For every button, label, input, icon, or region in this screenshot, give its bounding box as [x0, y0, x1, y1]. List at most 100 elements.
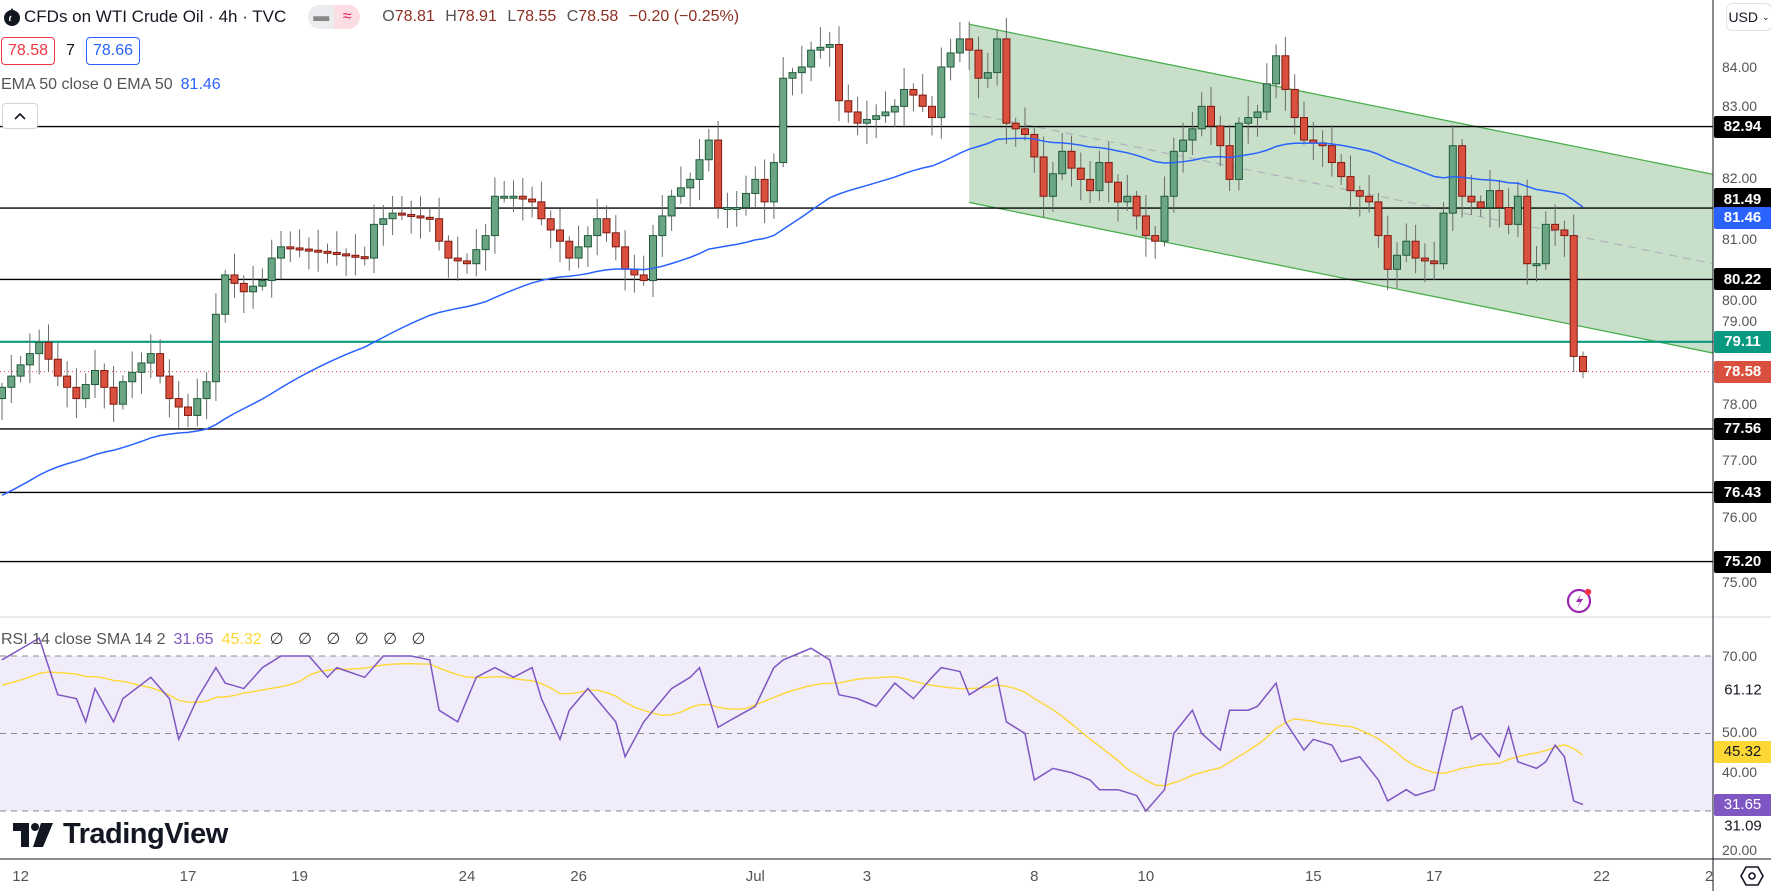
candle-up[interactable]	[1188, 128, 1197, 141]
candle-down[interactable]	[1281, 55, 1290, 90]
candle-down[interactable]	[1569, 235, 1578, 357]
candle-down[interactable]	[165, 375, 174, 400]
candle-down[interactable]	[546, 218, 555, 231]
candle-down[interactable]	[844, 100, 853, 113]
candle-down[interactable]	[435, 218, 444, 242]
candle-down[interactable]	[174, 398, 183, 408]
candle-down[interactable]	[407, 214, 416, 218]
candle-up[interactable]	[1439, 212, 1448, 265]
candle-down[interactable]	[1030, 133, 1039, 158]
candle-up[interactable]	[490, 195, 499, 237]
candle-down[interactable]	[1011, 122, 1020, 130]
candle-up[interactable]	[211, 313, 220, 383]
lightning-alert-icon[interactable]	[1565, 585, 1595, 615]
candle-down[interactable]	[351, 254, 360, 258]
candle-down[interactable]	[63, 375, 72, 388]
candle-up[interactable]	[1169, 150, 1178, 197]
candle-down[interactable]	[528, 198, 537, 203]
candle-down[interactable]	[602, 218, 611, 234]
candle-up[interactable]	[807, 49, 816, 68]
candle-down[interactable]	[909, 88, 918, 96]
candle-down[interactable]	[342, 253, 351, 257]
candle-up[interactable]	[797, 66, 806, 74]
candle-up[interactable]	[1448, 145, 1457, 214]
candle-down[interactable]	[1225, 145, 1234, 180]
candle-up[interactable]	[779, 77, 788, 164]
candle-down[interactable]	[556, 229, 564, 242]
candle-up[interactable]	[1095, 162, 1104, 192]
candle-up[interactable]	[900, 88, 909, 107]
candle-down[interactable]	[1560, 229, 1569, 237]
candle-down[interactable]	[1374, 201, 1383, 237]
candle-up[interactable]	[258, 280, 267, 287]
candle-down[interactable]	[360, 256, 369, 260]
candle-down[interactable]	[835, 44, 843, 102]
candle-up[interactable]	[816, 46, 825, 51]
candle-down[interactable]	[1355, 190, 1364, 197]
candle-up[interactable]	[500, 195, 509, 199]
candle-up[interactable]	[676, 187, 685, 197]
candle-up[interactable]	[1272, 55, 1281, 85]
candle-up[interactable]	[91, 369, 99, 386]
candle-down[interactable]	[630, 268, 639, 276]
candle-down[interactable]	[1327, 145, 1336, 164]
candle-up[interactable]	[1262, 83, 1271, 113]
candle-down[interactable]	[1216, 125, 1225, 147]
candle-up[interactable]	[704, 139, 713, 161]
candle-up[interactable]	[993, 38, 1002, 74]
candle-down[interactable]	[1207, 105, 1215, 127]
candle-down[interactable]	[1551, 223, 1560, 231]
candle-down[interactable]	[853, 111, 862, 124]
tradingview-logo[interactable]: TradingView	[13, 818, 228, 851]
collapse-legend-button[interactable]	[2, 103, 38, 129]
symbol-title[interactable]: CFDs on WTI Crude Oil · 4h · TVC	[24, 7, 287, 26]
candle-up[interactable]	[481, 235, 490, 251]
candle-down[interactable]	[1411, 240, 1420, 259]
candle-up[interactable]	[1541, 223, 1550, 265]
candle-up[interactable]	[1179, 139, 1188, 152]
rsi-line[interactable]	[1, 637, 1584, 813]
candle-up[interactable]	[1160, 195, 1169, 242]
candle-down[interactable]	[100, 369, 109, 388]
candle-up[interactable]	[0, 386, 6, 400]
candle-up[interactable]	[472, 249, 481, 265]
candle-up[interactable]	[1513, 195, 1522, 225]
candle-down[interactable]	[416, 215, 425, 219]
rsi-sma-line[interactable]	[1, 663, 1584, 787]
candle-up[interactable]	[983, 72, 992, 79]
candle-up[interactable]	[732, 207, 741, 210]
candle-up[interactable]	[583, 235, 592, 248]
candle-up[interactable]	[379, 218, 388, 225]
candle-down[interactable]	[1458, 145, 1467, 197]
candle-down[interactable]	[1067, 150, 1076, 169]
candle-down[interactable]	[184, 406, 192, 416]
candle-up[interactable]	[1244, 117, 1253, 124]
candle-down[interactable]	[1002, 38, 1011, 124]
ema-50-line[interactable]	[1, 137, 1584, 497]
candle-down[interactable]	[974, 49, 983, 79]
status-pill[interactable]: ▬ ≈	[308, 5, 361, 29]
candle-up[interactable]	[825, 44, 834, 48]
candle-up[interactable]	[1197, 105, 1206, 130]
candle-down[interactable]	[1141, 215, 1150, 237]
candle-up[interactable]	[1532, 263, 1541, 267]
candle-down[interactable]	[286, 246, 295, 250]
candle-down[interactable]	[1337, 162, 1346, 178]
candle-down[interactable]	[1039, 156, 1048, 197]
candle-down[interactable]	[314, 249, 323, 253]
candle-down[interactable]	[332, 251, 341, 255]
candle-up[interactable]	[723, 207, 732, 210]
candle-down[interactable]	[304, 248, 313, 252]
candle-down[interactable]	[1300, 117, 1308, 141]
candle-down[interactable]	[444, 240, 453, 259]
candle-up[interactable]	[946, 52, 955, 68]
candle-up[interactable]	[370, 223, 378, 259]
rsi-legend[interactable]: RSI 14 close SMA 14 2 31.65 45.32 ∅ ∅ ∅ ∅ ∅…	[1, 629, 430, 649]
candle-down[interactable]	[621, 246, 630, 270]
candle-up[interactable]	[574, 246, 583, 259]
candle-down[interactable]	[537, 201, 546, 220]
candle-up[interactable]	[221, 274, 230, 315]
candle-down[interactable]	[295, 247, 304, 251]
candle-down[interactable]	[518, 195, 527, 200]
candle-up[interactable]	[1234, 122, 1243, 180]
